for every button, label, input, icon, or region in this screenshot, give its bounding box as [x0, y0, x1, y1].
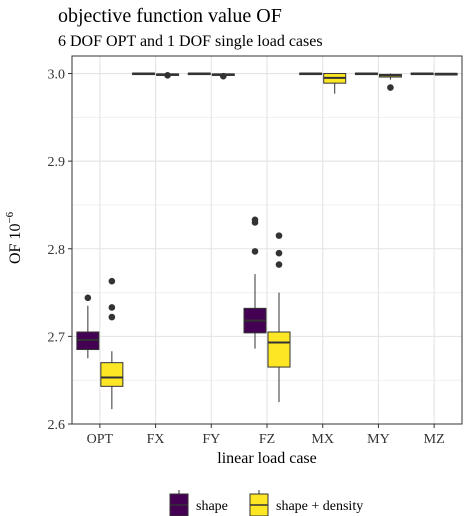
outlier-point: [108, 277, 116, 285]
box-mx-shape: [299, 72, 323, 76]
x-tick-label: FY: [202, 432, 220, 447]
y-axis: 2.6 2.7 2.8 2.9 3.0: [48, 68, 72, 433]
outlier-point: [251, 248, 259, 255]
outlier-point: [275, 232, 283, 239]
box-fy-shape-density: [211, 72, 235, 80]
outlier-point: [108, 304, 116, 311]
x-tick-label: MY: [367, 432, 390, 447]
outlier-point: [275, 261, 283, 268]
legend-item-shape: shape: [169, 490, 228, 516]
outlier-point: [164, 71, 171, 79]
legend-label: shape: [196, 499, 228, 514]
outlier-point: [387, 84, 394, 91]
y-tick-label: 3.0: [48, 68, 66, 83]
y-tick-label: 2.9: [48, 155, 66, 170]
chart-title: objective function value OF: [58, 5, 282, 27]
box-fx-shape-density: [156, 71, 180, 79]
legend-label: shape + density: [276, 499, 363, 514]
box-opt-shape-density: [100, 277, 124, 410]
y-tick-label: 2.6: [48, 418, 66, 433]
box-mz-shape: [410, 72, 434, 76]
box-fz-shape-density: [267, 232, 291, 403]
outlier-point: [219, 72, 227, 80]
y-axis-title-exponent: −6: [4, 211, 16, 223]
outlier-point: [84, 294, 92, 302]
box-opt-shape: [76, 294, 100, 359]
x-tick-label: FZ: [259, 432, 275, 447]
box-my-shape-density: [378, 73, 402, 91]
y-axis-title-text: OF 10: [7, 224, 24, 264]
box-layer: [76, 71, 458, 410]
legend-item-shape-density: shape + density: [249, 490, 363, 516]
outlier-point: [275, 249, 283, 257]
x-tick-label: OPT: [87, 432, 114, 447]
plot-panel: [71, 55, 463, 425]
box-body: [267, 331, 291, 368]
x-tick-label: FX: [147, 432, 165, 447]
legend: shape shape + density: [169, 490, 363, 516]
box-mx-shape-density: [323, 73, 347, 94]
chart-subtitle: 6 DOF OPT and 1 DOF single load cases: [58, 33, 323, 50]
box-fz-shape: [243, 216, 267, 349]
y-axis-title: OF 10−6: [4, 211, 24, 264]
box-my-shape: [354, 72, 378, 76]
outlier-point: [251, 216, 259, 224]
box-fy-shape: [187, 72, 211, 76]
x-axis-title: linear load case: [217, 450, 317, 467]
y-tick-label: 2.8: [48, 243, 66, 258]
x-tick-label: MZ: [424, 432, 445, 447]
box-body: [100, 362, 124, 387]
y-tick-label: 2.7: [48, 330, 66, 345]
x-axis: OPT FX FY FZ MX MY MZ: [87, 424, 445, 447]
box-mz-shape-density: [434, 72, 458, 76]
x-tick-label: MX: [311, 432, 334, 447]
outlier-point: [108, 313, 116, 321]
box-fx-shape: [132, 72, 156, 76]
